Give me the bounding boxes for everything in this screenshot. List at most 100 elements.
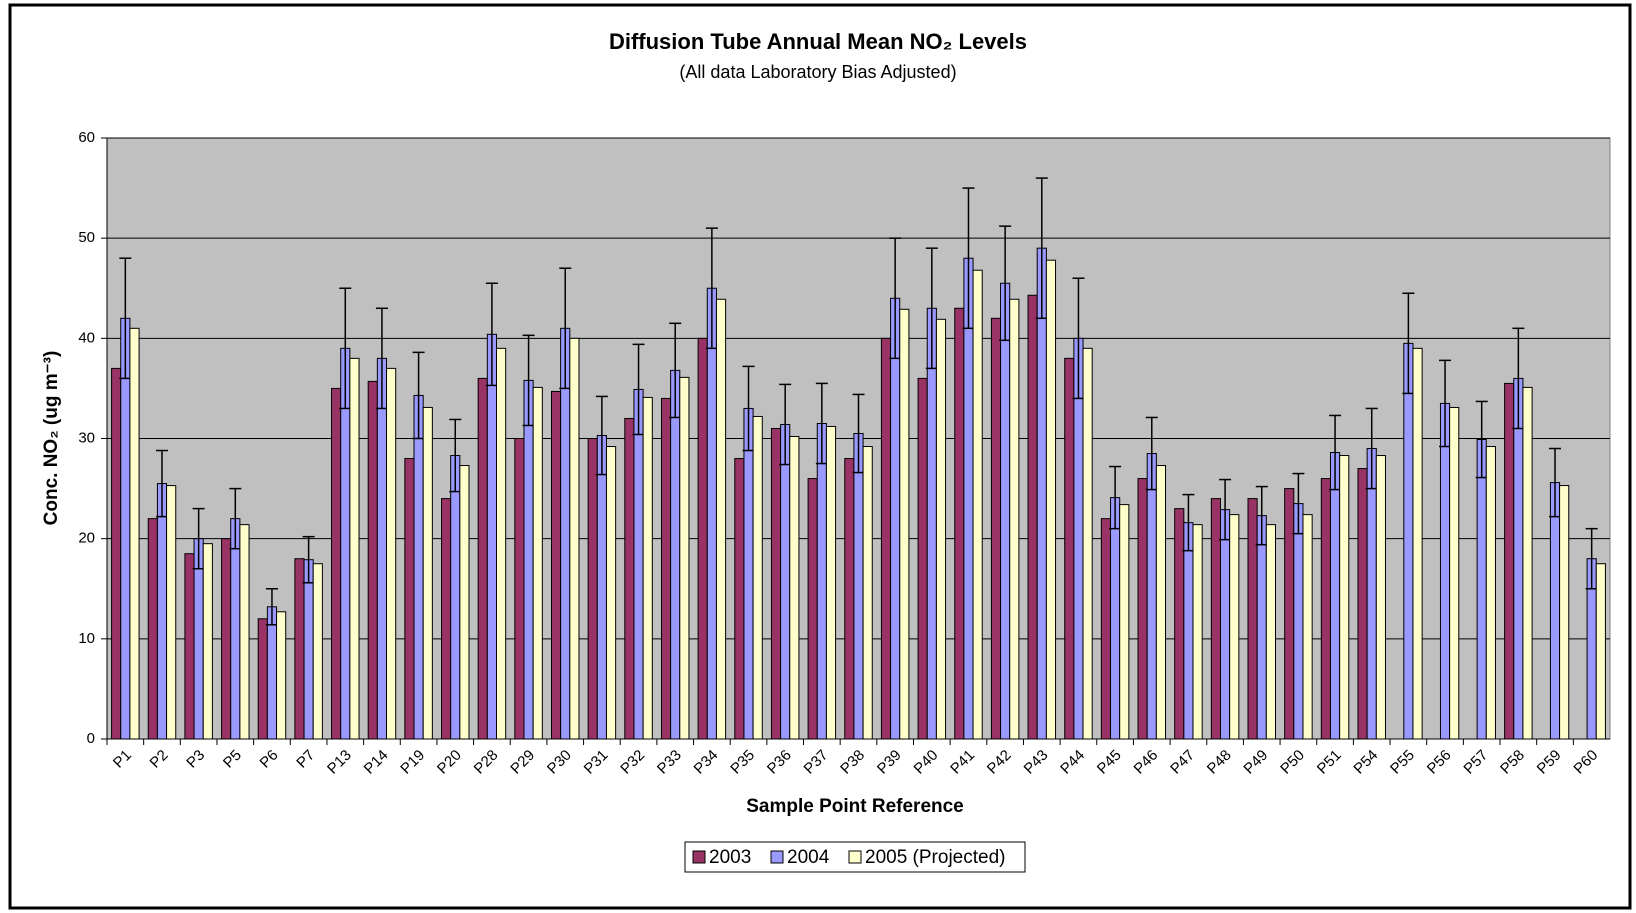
bar — [954, 307, 965, 740]
bar — [862, 446, 873, 740]
bar — [239, 524, 250, 740]
bar — [1137, 478, 1148, 740]
y-axis-title: Conc. NO₂ (ug m⁻³) — [41, 351, 62, 526]
bar — [202, 543, 213, 740]
bar — [899, 308, 910, 740]
y-tick-label: 50 — [78, 229, 95, 246]
error-bar — [705, 227, 718, 350]
bar — [349, 357, 360, 740]
bar — [1220, 509, 1231, 740]
error-bar — [412, 351, 425, 440]
bar — [660, 397, 672, 740]
error-bar — [742, 365, 755, 452]
bar — [560, 327, 571, 740]
error-bar — [852, 393, 865, 474]
bar — [1412, 347, 1423, 740]
bar — [1210, 498, 1222, 740]
error-bar — [1585, 527, 1598, 590]
bar — [450, 455, 461, 740]
error-bar — [155, 449, 168, 518]
bar — [111, 367, 122, 740]
error-bar — [1475, 400, 1488, 479]
error-bar — [1219, 478, 1232, 541]
bar — [1293, 503, 1304, 740]
bar — [404, 458, 415, 740]
error-bar — [119, 257, 132, 380]
error-bar — [265, 588, 278, 626]
bar — [331, 387, 342, 740]
bar — [230, 518, 241, 740]
bar — [1082, 347, 1093, 740]
bar — [129, 327, 140, 740]
bar — [1027, 294, 1038, 740]
bar — [166, 485, 177, 740]
error-bar — [1512, 327, 1525, 430]
bar — [1485, 446, 1496, 740]
bar — [1339, 455, 1350, 740]
error-bar — [1439, 359, 1452, 448]
bar — [715, 298, 727, 740]
bar — [1329, 452, 1341, 740]
error-bar — [1072, 277, 1085, 400]
error-bar — [485, 282, 498, 387]
bar — [367, 380, 378, 740]
bar — [780, 423, 791, 740]
bar — [670, 369, 681, 740]
error-bar — [925, 247, 938, 370]
bar — [156, 483, 168, 740]
bar — [1513, 377, 1524, 740]
bar — [935, 318, 947, 740]
error-bar — [449, 418, 462, 493]
bar — [514, 438, 525, 740]
bar — [1229, 514, 1240, 740]
bar — [587, 438, 598, 740]
error-bar — [595, 395, 608, 476]
error-bar — [632, 343, 645, 436]
bar — [1265, 524, 1276, 740]
error-bar — [522, 334, 535, 427]
bar — [605, 446, 617, 740]
bar — [1284, 488, 1295, 740]
bar — [734, 458, 745, 740]
error-bar — [1255, 485, 1268, 546]
y-tick-label: 40 — [78, 329, 95, 346]
bar — [752, 415, 763, 740]
bar — [816, 422, 827, 740]
bar — [376, 357, 388, 740]
bar — [679, 376, 690, 740]
bar — [890, 297, 901, 740]
bar — [413, 394, 424, 740]
chart-title: Diffusion Tube Annual Mean NO₂ Levels — [609, 29, 1027, 54]
bar — [972, 269, 983, 740]
error-bar — [1402, 292, 1415, 395]
bar — [550, 390, 562, 740]
bar — [963, 257, 974, 740]
bar — [1045, 259, 1057, 740]
bar — [1174, 508, 1185, 740]
bar — [624, 417, 635, 740]
bar — [1559, 485, 1570, 740]
error-bar — [1365, 407, 1378, 490]
bar — [523, 379, 534, 740]
bar — [770, 427, 782, 740]
x-axis-title: Sample Point Reference — [746, 796, 964, 817]
error-bar — [559, 267, 572, 390]
bar — [1439, 402, 1451, 740]
bar — [642, 396, 653, 740]
bar — [844, 458, 855, 740]
bar — [853, 432, 864, 740]
bar — [1256, 515, 1267, 740]
bar — [1549, 482, 1561, 740]
bar — [880, 337, 892, 740]
error-bar — [962, 187, 975, 330]
bar — [1375, 455, 1386, 740]
error-bar — [1329, 414, 1342, 491]
bar — [569, 337, 580, 740]
legend-swatch — [692, 850, 706, 864]
error-bar — [302, 535, 315, 584]
bar — [1366, 448, 1377, 740]
legend-label: 2004 — [787, 847, 830, 868]
legend-box — [684, 841, 1026, 873]
bar — [303, 559, 314, 740]
bar — [1522, 386, 1533, 740]
